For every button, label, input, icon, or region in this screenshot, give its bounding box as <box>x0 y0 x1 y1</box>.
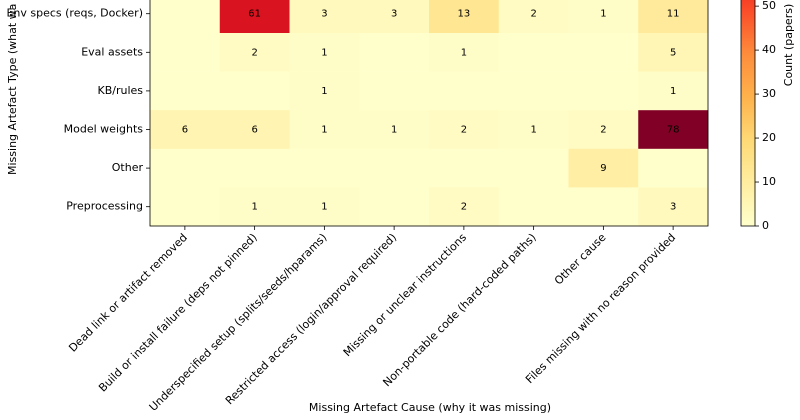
cell-label: 2 <box>461 125 467 136</box>
heatmap-cell <box>150 0 221 34</box>
x-tick-label: Non-portable code (hard-coded paths) <box>380 231 538 389</box>
cell-label: 3 <box>321 9 327 20</box>
heatmap-cell <box>150 148 221 188</box>
heatmap-cell <box>150 33 221 72</box>
x-tick-label: Missing or unclear instructions <box>341 231 469 359</box>
cell-label: 2 <box>530 9 536 20</box>
cell-label: 1 <box>670 86 676 97</box>
heatmap-cell <box>429 0 500 34</box>
heatmap-cell <box>498 71 569 111</box>
heatmap-cell <box>289 148 360 188</box>
heatmap-cell <box>359 0 430 34</box>
y-tick-label: Other <box>112 161 144 174</box>
heatmap-cell <box>219 187 290 227</box>
heatmap-cell <box>429 71 500 111</box>
colorbar <box>740 0 756 227</box>
colorbar-tick-label: 10 <box>762 175 776 188</box>
heatmap-cell <box>359 110 430 150</box>
heatmap-cell <box>429 33 500 72</box>
cell-label: 1 <box>530 125 536 136</box>
heatmap-cell <box>498 33 569 72</box>
heatmap-cell <box>498 148 569 188</box>
cell-label: 1 <box>321 86 327 97</box>
y-tick-label: Model weights <box>64 123 144 136</box>
colorbar-label: Count (papers) <box>782 4 795 86</box>
colorbar-tick-label: 20 <box>762 131 776 144</box>
heatmap-cell <box>568 0 639 34</box>
heatmap-cell <box>359 187 430 227</box>
cell-label: 6 <box>182 125 188 136</box>
heatmap-cell <box>638 33 709 72</box>
cell-label: 2 <box>600 125 606 136</box>
heatmap-cell <box>568 71 639 111</box>
cell-label: 1 <box>321 47 327 58</box>
x-tick-label: Files missing with no reason provided <box>523 231 678 386</box>
heatmap-cell <box>498 0 569 34</box>
heatmap-cell <box>289 33 360 72</box>
colorbar-tick-label: 50 <box>762 0 776 12</box>
x-tick-label: Dead link or artifact removed <box>66 231 190 355</box>
cell-label: 1 <box>321 125 327 136</box>
heatmap-cell <box>219 71 290 111</box>
heatmap-cell <box>219 110 290 150</box>
heatmap-cell <box>289 110 360 150</box>
cell-label: 61 <box>248 9 261 20</box>
heatmap-cell <box>498 110 569 150</box>
heatmap-cell <box>568 110 639 150</box>
heatmap-cell <box>568 187 639 227</box>
heatmap-cell <box>429 187 500 227</box>
cell-label: 2 <box>461 202 467 213</box>
heatmap-cell <box>429 148 500 188</box>
cell-label: 5 <box>670 47 676 58</box>
cell-label: 3 <box>391 9 397 20</box>
heatmap-cell <box>638 148 709 188</box>
cell-label: 1 <box>321 202 327 213</box>
y-tick-label: KB/rules <box>97 84 143 97</box>
cell-label: 78 <box>667 125 680 136</box>
heatmap-cell <box>638 0 709 34</box>
heatmap-cell <box>359 148 430 188</box>
heatmap-cell <box>219 0 290 34</box>
cell-label: 13 <box>458 9 471 20</box>
heatmap-cell <box>150 110 221 150</box>
cell-label: 3 <box>670 202 676 213</box>
cell-label: 9 <box>600 163 606 174</box>
heatmap-cell <box>498 187 569 227</box>
cell-label: 11 <box>667 9 680 20</box>
heatmap-cell <box>219 148 290 188</box>
heatmap-cell <box>150 71 221 111</box>
colorbar-tick-label: 30 <box>762 87 776 100</box>
heatmap-cell <box>289 0 360 34</box>
heatmap-cell <box>638 110 709 150</box>
colorbar-tick-label: 40 <box>762 43 776 56</box>
cell-label: 2 <box>251 47 257 58</box>
heatmap-cell <box>568 33 639 72</box>
cell-label: 6 <box>251 125 257 136</box>
cell-label: 1 <box>600 9 606 20</box>
y-axis-label: Missing Artefact Type (what wa <box>6 4 19 175</box>
cell-label: 1 <box>391 125 397 136</box>
heatmap-cell <box>289 187 360 227</box>
x-tick-label: Other cause <box>552 231 609 288</box>
heatmap-cell <box>359 33 430 72</box>
heatmap-cell <box>359 71 430 111</box>
heatmap-cell <box>289 71 360 111</box>
x-tick-label: Build or install failure (deps not pinne… <box>96 231 260 395</box>
heatmap-cell <box>638 71 709 111</box>
heatmap-cell <box>568 148 639 188</box>
cell-label: 1 <box>251 202 257 213</box>
x-axis-label: Missing Artefact Cause (why it was missi… <box>309 401 551 414</box>
y-tick-label: Preprocessing <box>66 200 143 213</box>
heatmap-cell <box>429 110 500 150</box>
y-tick-label: Eval assets <box>81 45 143 58</box>
y-tick-label: Env specs (reqs, Docker) <box>6 7 143 20</box>
heatmap-cell <box>219 33 290 72</box>
heatmap-cell <box>150 187 221 227</box>
heatmap-cell <box>638 187 709 227</box>
colorbar-tick-label: 0 <box>762 219 769 232</box>
cell-label: 1 <box>461 47 467 58</box>
plot-frame <box>149 0 709 227</box>
